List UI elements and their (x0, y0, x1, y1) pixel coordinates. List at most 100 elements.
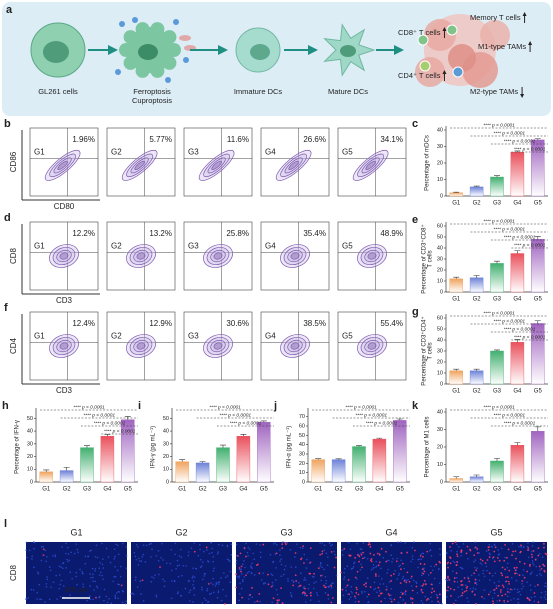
nucleus-speck (482, 572, 484, 575)
nucleus-speck (305, 579, 307, 581)
nucleus-speck (279, 554, 281, 556)
nucleus-speck (303, 586, 305, 588)
error-bar (199, 461, 206, 463)
cd8-signal (437, 600, 439, 603)
cd8-signal (502, 586, 505, 588)
nucleus-speck (124, 602, 127, 605)
cd8-signal (243, 547, 246, 549)
nucleus-speck (105, 595, 108, 598)
x-tick-label: G4 (239, 487, 248, 493)
nucleus-speck (148, 543, 151, 546)
nucleus-speck (437, 568, 440, 571)
nucleus-speck (344, 586, 347, 589)
nucleus-speck (54, 555, 57, 558)
significance-label: **** p < 0.0001 (504, 326, 536, 332)
cd8-signal (302, 545, 305, 548)
nucleus-speck (31, 555, 33, 558)
nucleus-speck (117, 590, 120, 593)
nucleus-speck (323, 549, 326, 552)
nucleus-speck (248, 548, 251, 551)
nucleus (340, 45, 356, 57)
nucleus-speck (384, 597, 386, 600)
nucleus-speck (195, 567, 197, 570)
cd8-signal (270, 585, 273, 588)
nucleus-speck (60, 579, 63, 582)
cd8-signal (369, 552, 372, 555)
nucleus-speck (363, 556, 366, 559)
nucleus-speck (227, 559, 230, 561)
group-label: G2 (111, 148, 122, 157)
nucleus-speck (344, 567, 346, 570)
group-label: G2 (111, 332, 122, 341)
cd8-signal (438, 560, 441, 563)
nucleus-speck (496, 600, 499, 602)
cd8-signal (487, 549, 490, 551)
nucleus-speck (187, 554, 190, 557)
nucleus-speck (388, 581, 391, 583)
nucleus-speck (206, 549, 208, 551)
contour (290, 252, 300, 260)
nucleus-speck (356, 578, 358, 580)
nucleus-speck (217, 551, 220, 553)
cd8-signal (455, 572, 458, 574)
nucleus-speck (331, 543, 333, 546)
y-tick-label: 10 (437, 177, 443, 183)
cd8-signal (421, 591, 424, 594)
nucleus-speck (246, 572, 249, 574)
cd8-signal (520, 544, 522, 547)
nucleus-speck (439, 548, 441, 550)
nucleus-speck (137, 564, 140, 566)
error-bar (260, 420, 267, 423)
nucleus-speck (276, 543, 278, 546)
nucleus-speck (446, 596, 448, 598)
nucleus-speck (526, 581, 528, 583)
cd8-signal (493, 550, 496, 553)
significance-label: **** p < 0.0001 (83, 412, 115, 418)
cd8-signal (280, 587, 283, 590)
nucleus-speck (445, 578, 447, 581)
cd8-signal (272, 597, 275, 600)
nucleus-speck (325, 552, 328, 555)
cd8-signal (240, 565, 243, 568)
cd8-signal (514, 569, 517, 572)
nucleus-speck (533, 564, 535, 566)
cd8-signal (538, 565, 541, 568)
nucleus-speck (390, 544, 392, 547)
nucleus-speck (379, 583, 381, 585)
error-bar (473, 368, 480, 371)
nucleus-speck (134, 579, 137, 581)
cd8-signal (460, 584, 463, 586)
cd8-signal (461, 592, 464, 594)
trend-arrowhead (442, 70, 447, 74)
nucleus-speck (473, 560, 475, 563)
nucleus-speck (32, 589, 35, 591)
nucleus-speck (515, 579, 518, 582)
nucleus-speck (367, 601, 369, 604)
y-tick-label: 20 (437, 359, 443, 365)
nucleus-speck (255, 543, 258, 545)
nucleus-speck (92, 580, 94, 583)
y-tick-label: 40 (437, 337, 443, 343)
x-tick-label: G2 (473, 487, 482, 493)
bar (175, 461, 189, 483)
nucleus-speck (203, 575, 205, 577)
cd8-signal (454, 541, 457, 544)
nucleus-speck (326, 564, 329, 566)
cd8-signal (486, 559, 489, 561)
nucleus-speck (446, 579, 449, 582)
cd8-signal (390, 580, 393, 582)
nucleus-speck (75, 571, 77, 574)
nucleus-speck (279, 560, 281, 562)
cd8-signal (460, 549, 463, 552)
nucleus-speck (461, 588, 463, 591)
nucleus-speck (235, 559, 238, 562)
immune-cell (452, 66, 464, 78)
nucleus-speck (277, 600, 279, 603)
nucleus-speck (82, 583, 84, 585)
trend-arrowhead (442, 27, 447, 31)
bar (257, 421, 271, 483)
nucleus-speck (450, 550, 452, 552)
nucleus-speck (389, 597, 391, 600)
cd8-signal (450, 594, 452, 597)
nucleus-speck (516, 572, 519, 575)
